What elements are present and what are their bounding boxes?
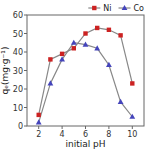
data-point — [118, 33, 122, 37]
data-point — [95, 26, 99, 30]
data-point — [72, 46, 76, 50]
x-tick-label: 10 — [127, 130, 137, 139]
y-tick-label: 30 — [13, 67, 23, 76]
x-tick — [85, 126, 86, 129]
y-tick — [24, 70, 27, 71]
y-tick-label: 40 — [13, 48, 23, 57]
x-tick-label: 2 — [36, 130, 41, 139]
legend-item: Co — [119, 4, 145, 13]
legend-item: Ni — [88, 4, 111, 13]
y-tick — [24, 126, 27, 127]
x-tick — [108, 126, 109, 129]
y-tick — [24, 107, 27, 108]
legend-marker — [92, 6, 96, 10]
data-point — [83, 42, 89, 47]
y-tick-label: 0 — [18, 122, 23, 131]
y-tick-label: 10 — [13, 104, 23, 113]
x-tick-label: 4 — [60, 130, 65, 139]
x-tick — [132, 126, 133, 129]
plot-area — [36, 26, 135, 125]
x-axis-label: initial pH — [65, 139, 105, 149]
data-point — [48, 80, 54, 85]
data-point — [94, 45, 100, 50]
y-tick — [24, 52, 27, 53]
chart: 2 4 6 8 10 0 10 20 30 40 50 60 initial pH qₑ(mg·g⁻¹) N… — [0, 0, 150, 150]
series-line — [39, 43, 133, 123]
plot-frame — [27, 15, 144, 126]
data-point — [48, 57, 52, 61]
legend-marker — [122, 5, 128, 10]
legend: Ni Co — [88, 4, 144, 13]
y-tick-label: 60 — [13, 11, 23, 20]
data-point — [106, 62, 112, 67]
data-point — [36, 119, 42, 124]
data-point — [130, 81, 134, 85]
y-tick — [24, 15, 27, 16]
data-point — [129, 114, 135, 119]
y-tick — [24, 89, 27, 90]
data-point — [83, 31, 87, 35]
data-point — [118, 99, 124, 104]
x-tick — [38, 126, 39, 129]
x-tick — [62, 126, 63, 129]
data-point — [37, 113, 41, 117]
legend-label: Co — [134, 4, 145, 13]
y-axis-label: qₑ(mg·g⁻¹) — [0, 47, 10, 95]
data-point — [60, 52, 64, 56]
data-point — [71, 40, 77, 45]
y-tick-label: 20 — [13, 85, 23, 94]
legend-label: Ni — [103, 4, 111, 13]
data-point — [59, 56, 65, 61]
series-line — [39, 28, 133, 115]
y-tick — [24, 33, 27, 34]
y-tick-label: 50 — [13, 30, 23, 39]
x-tick-label: 8 — [106, 130, 111, 139]
x-tick-label: 6 — [83, 130, 88, 139]
data-point — [107, 28, 111, 32]
